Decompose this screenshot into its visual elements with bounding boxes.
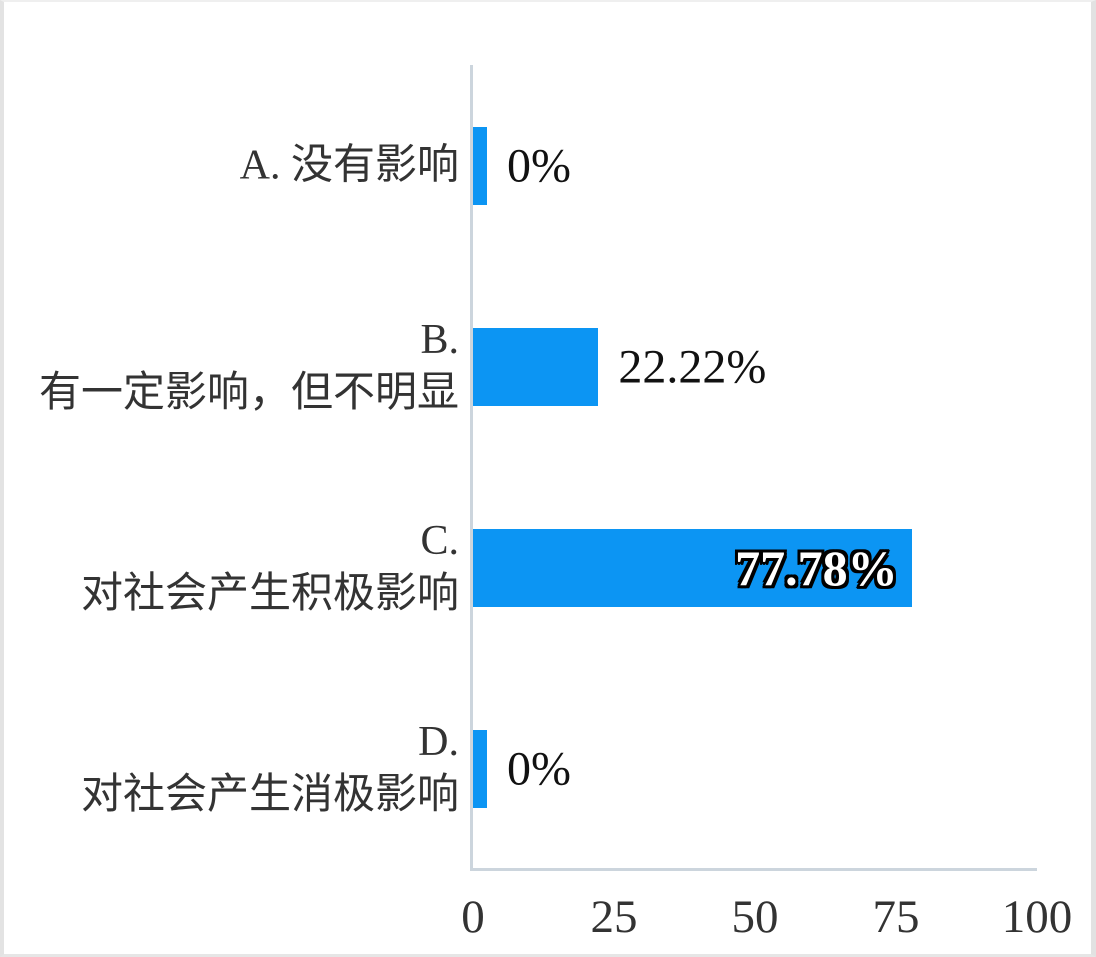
category-label-line: 有一定影响，但不明显 xyxy=(38,369,459,416)
x-axis-tick-label: 50 xyxy=(731,891,779,943)
x-axis-line xyxy=(470,868,1037,871)
category-label: C. 对社会产生积极影响 xyxy=(34,515,459,621)
value-label: 77.78% xyxy=(733,538,899,598)
x-axis-tick-label: 0 xyxy=(461,891,485,943)
category-label: B. 有一定影响，但不明显 xyxy=(34,314,459,420)
value-label: 0% xyxy=(507,139,571,193)
category-label-line: C. xyxy=(420,518,459,565)
category-label: A. 没有影响 xyxy=(34,139,459,192)
x-axis-tick-label: 75 xyxy=(872,891,920,943)
bar xyxy=(473,730,487,809)
bar xyxy=(473,126,487,205)
bar xyxy=(473,327,599,406)
bar xyxy=(473,529,912,608)
value-label: 22.22% xyxy=(618,340,767,394)
category-label-line: D. xyxy=(418,719,459,766)
y-axis-line xyxy=(470,65,473,870)
category-label: D. 对社会产生消极影响 xyxy=(34,716,459,822)
category-label-line: 对社会产生积极影响 xyxy=(80,571,459,618)
category-label-line: A. 没有影响 xyxy=(239,142,459,189)
x-axis-tick-label: 100 xyxy=(1001,891,1073,943)
value-label: 0% xyxy=(507,742,571,796)
category-label-line: B. xyxy=(420,316,459,363)
x-axis-tick-label: 25 xyxy=(590,891,638,943)
category-label-line: 对社会产生消极影响 xyxy=(80,772,459,819)
